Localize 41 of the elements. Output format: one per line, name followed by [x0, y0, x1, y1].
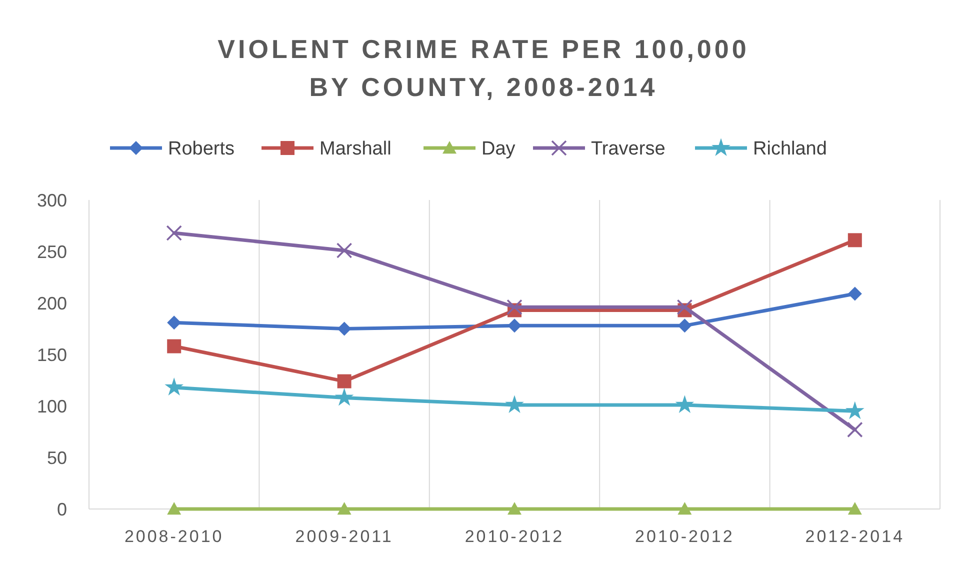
y-tick-label: 50: [46, 448, 67, 468]
point: [167, 502, 182, 515]
point: [678, 318, 692, 333]
y-tick-label: 150: [36, 344, 67, 365]
point: [845, 401, 864, 420]
point: [508, 502, 522, 515]
x-tick-label: 2009-2011: [295, 527, 394, 546]
point: [847, 422, 863, 438]
point: [337, 322, 352, 336]
point: [848, 233, 862, 248]
y-tick-label: 300: [36, 190, 67, 210]
point: [164, 378, 184, 396]
point: [337, 502, 352, 515]
x-tick-label: 2012-2014: [805, 527, 905, 546]
y-tick-label: 200: [36, 293, 67, 314]
legend-label: Richland: [753, 138, 827, 160]
point: [676, 299, 693, 316]
point: [508, 318, 522, 333]
legend-label: Traverse: [591, 138, 666, 160]
chart-title: VIOLENT CRIME RATE PER 100,000 BY COUNTY, 2008-2014: [218, 34, 750, 102]
legend-label: Roberts: [168, 138, 235, 160]
point: [506, 299, 522, 316]
point: [678, 502, 692, 515]
point: [848, 502, 862, 515]
point: [848, 286, 862, 301]
legend-label: Marshall: [320, 138, 392, 160]
y-tick-label: 100: [36, 396, 67, 416]
point: [166, 225, 182, 241]
point: [167, 316, 182, 330]
x-tick-label: 2010-2012: [635, 527, 734, 546]
point: [337, 374, 352, 388]
point: [675, 395, 694, 413]
x-tick-label: 2008-2010: [124, 527, 224, 546]
y-tick-label: 0: [56, 499, 67, 520]
point: [167, 339, 182, 354]
y-tick-label: 250: [36, 242, 67, 262]
point: [336, 242, 352, 258]
x-tick-label: 2010-2012: [464, 527, 564, 546]
point: [505, 395, 524, 413]
legend-label: Day: [482, 138, 516, 160]
point: [334, 388, 354, 406]
